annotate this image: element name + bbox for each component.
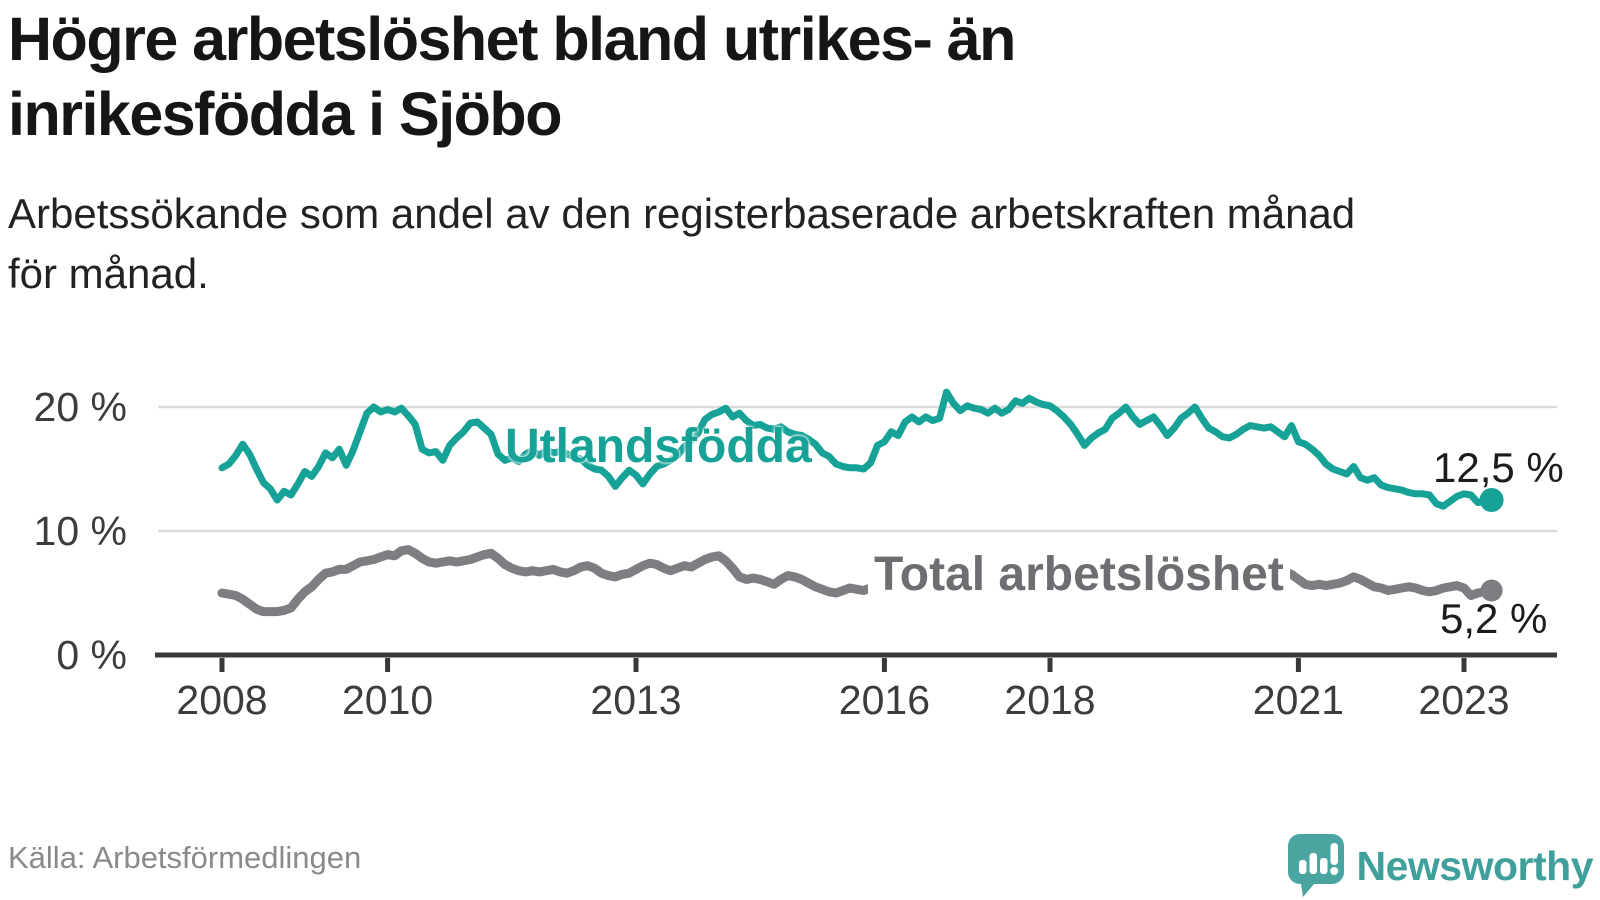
y-axis-label-0: 0 % bbox=[56, 632, 127, 678]
chart-subtitle: Arbetssökande som andel av den registerb… bbox=[8, 184, 1355, 304]
subtitle-line-1: Arbetssökande som andel av den registerb… bbox=[8, 190, 1356, 237]
x-tick-label-2018: 2018 bbox=[1004, 677, 1095, 723]
subtitle-line-2: för månad. bbox=[8, 250, 209, 297]
end-value-label-utlandsfodda: 12,5 % bbox=[1433, 444, 1564, 491]
x-tick-mark-2016 bbox=[881, 658, 887, 672]
y-axis-label-10: 10 % bbox=[33, 508, 127, 554]
logo-bar-2 bbox=[1309, 853, 1317, 874]
series-end-dot-total bbox=[1480, 579, 1503, 602]
series-end-dot-utlandsfodda bbox=[1479, 488, 1504, 512]
brand-name: Newsworthy bbox=[1356, 842, 1594, 889]
gridline-20 bbox=[158, 405, 1557, 409]
x-tick-label-2023: 2023 bbox=[1418, 677, 1509, 723]
x-tick-label-2016: 2016 bbox=[839, 677, 930, 723]
logo-exclamation-dot bbox=[1329, 867, 1338, 875]
x-tick-label-2010: 2010 bbox=[342, 677, 433, 723]
title-line-2: inrikesfödda i Sjöbo bbox=[8, 80, 562, 148]
newsworthy-brand: Newsworthy bbox=[1287, 834, 1594, 898]
y-axis-label-20: 20 % bbox=[33, 384, 127, 430]
x-tick-mark-2021 bbox=[1295, 658, 1301, 672]
series-line-utlandsfodda bbox=[218, 388, 1496, 510]
x-tick-label-2013: 2013 bbox=[590, 677, 681, 723]
series-line-total bbox=[217, 545, 1497, 617]
logo-bar-3 bbox=[1319, 858, 1327, 874]
x-tick-mark-2010 bbox=[385, 658, 391, 672]
source-note: Källa: Arbetsförmedlingen bbox=[8, 840, 362, 875]
end-value-label-total: 5,2 % bbox=[1440, 595, 1548, 642]
title-line-1: Högre arbetslöshet bland utrikes- än bbox=[8, 5, 1016, 73]
x-axis-line bbox=[155, 652, 1557, 658]
x-tick-mark-2018 bbox=[1047, 658, 1053, 672]
x-tick-mark-2013 bbox=[633, 658, 639, 672]
gridline-10 bbox=[158, 529, 1557, 533]
logo-bar-1 bbox=[1298, 860, 1306, 874]
x-tick-label-2008: 2008 bbox=[176, 677, 267, 723]
x-tick-mark-2023 bbox=[1461, 658, 1467, 672]
x-tick-label-2021: 2021 bbox=[1253, 677, 1344, 723]
series-label-utlandsfodda: Utlandsfödda bbox=[505, 420, 812, 473]
page-title: Högre arbetslöshet bland utrikes- än inr… bbox=[8, 2, 1016, 152]
newsworthy-logo-icon bbox=[1287, 834, 1344, 897]
series-label-total: Total arbetslöshet bbox=[868, 549, 1290, 601]
x-tick-mark-2008 bbox=[219, 658, 225, 672]
logo-exclamation-bar bbox=[1330, 843, 1338, 865]
